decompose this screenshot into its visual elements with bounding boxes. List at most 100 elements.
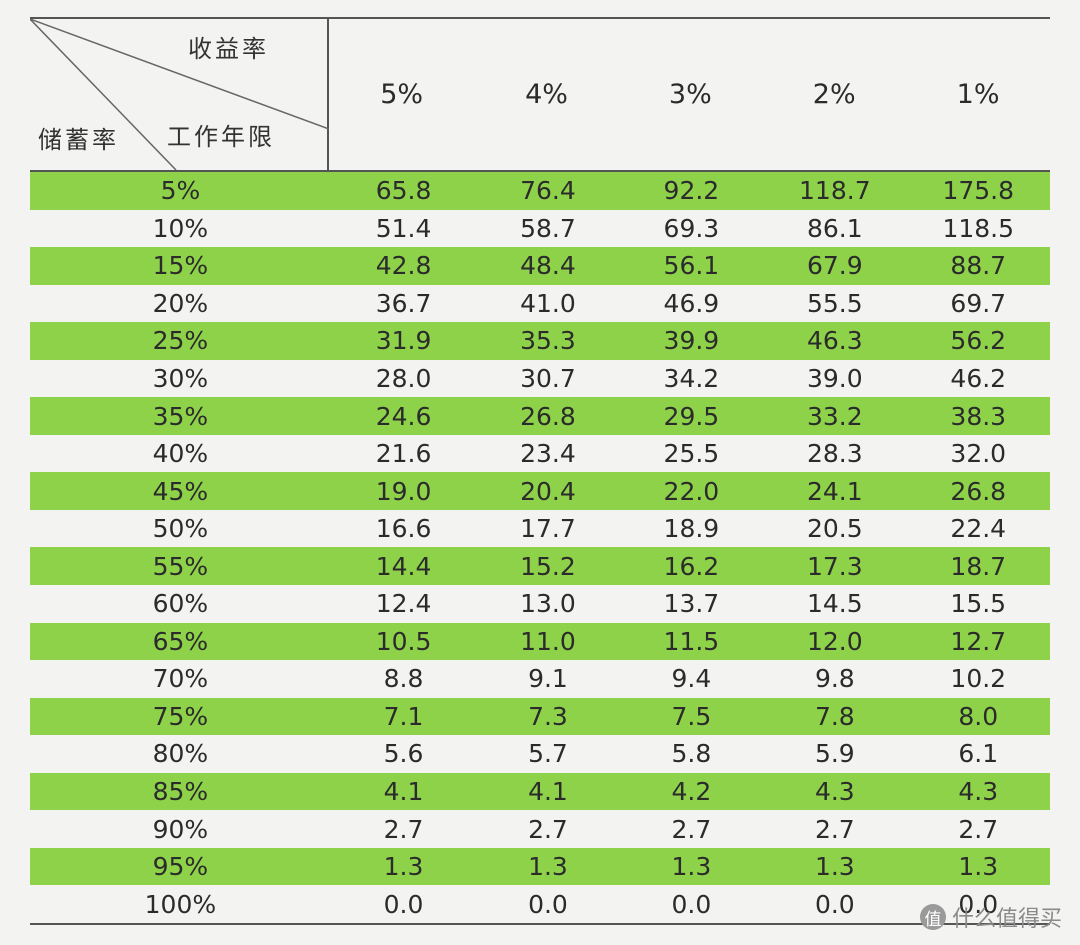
years-cell: 12.0 [806, 626, 863, 656]
years-cell: 0.0 [814, 889, 855, 919]
years-cell: 11.5 [663, 626, 720, 656]
years-cell: 7.3 [528, 701, 568, 731]
table-row: 15% 42.8 48.4 56.1 67.9 88.7 [30, 247, 1050, 285]
years-cell: 2.7 [671, 814, 712, 844]
header-row: 收益率 工作年限 储蓄率 5% 4% 3% 2% 1% [30, 19, 1050, 170]
years-cell: 46.9 [663, 288, 720, 318]
years-cell: 33.2 [806, 401, 863, 431]
years-cell: 58.7 [520, 213, 576, 243]
savings-rate-cell: 55% [152, 551, 209, 581]
years-cell: 22.4 [950, 514, 1007, 544]
table-row: 5% 65.8 76.4 92.2 118.7 175.8 [30, 172, 1050, 210]
years-cell: 4.1 [383, 777, 424, 807]
years-cell: 46.3 [806, 326, 863, 356]
header-rule [30, 170, 1050, 172]
years-cell: 7.1 [383, 701, 424, 731]
years-cell: 6.1 [958, 739, 999, 769]
years-cell: 65.8 [375, 176, 432, 206]
table-row: 50% 16.6 17.7 18.9 20.5 22.4 [30, 509, 1050, 548]
corner-cell: 收益率 工作年限 储蓄率 [30, 19, 329, 170]
years-cell: 48.4 [520, 251, 576, 281]
years-cell: 20.4 [520, 476, 576, 506]
savings-rate-cell: 65% [152, 626, 209, 656]
column-header: 3% [668, 79, 712, 110]
years-cell: 5.7 [528, 739, 568, 769]
years-cell: 9.1 [528, 664, 568, 694]
savings-rate-cell: 40% [152, 439, 209, 469]
table-row: 40% 21.6 23.4 25.5 28.3 32.0 [30, 434, 1050, 473]
savings-rate-cell: 45% [152, 476, 209, 506]
years-cell: 175.8 [942, 176, 1015, 206]
years-cell: 28.0 [375, 364, 432, 393]
savings-rate-cell: 30% [152, 364, 209, 393]
years-cell: 19.0 [375, 476, 432, 506]
years-cell: 42.8 [375, 251, 432, 281]
years-cell: 21.6 [375, 439, 432, 469]
savings-rate-cell: 50% [152, 514, 209, 544]
years-cell: 1.3 [814, 852, 855, 882]
savings-rate-cell: 60% [152, 589, 209, 619]
years-cell: 5.8 [671, 739, 712, 769]
table-row: 85% 4.1 4.1 4.2 4.3 4.3 [30, 772, 1050, 811]
years-cell: 2.7 [528, 814, 568, 844]
table-row: 75% 7.1 7.3 7.5 7.8 8.0 [30, 697, 1050, 736]
years-cell: 4.3 [814, 777, 855, 807]
years-cell: 25.5 [663, 439, 720, 469]
savings-rate-cell: 25% [152, 326, 209, 356]
savings-rate-cell: 95% [152, 852, 209, 882]
years-cell: 5.9 [814, 739, 855, 769]
savings-rate-cell: 80% [152, 739, 209, 769]
years-cell: 2.7 [814, 814, 855, 844]
table-row: 90% 2.7 2.7 2.7 2.7 2.7 [30, 810, 1050, 848]
years-cell: 0.0 [528, 889, 568, 919]
years-cell: 56.1 [663, 251, 720, 281]
years-cell: 24.1 [806, 476, 863, 506]
savings-rate-cell: 35% [152, 401, 209, 431]
watermark-badge-icon: 值 [919, 904, 946, 930]
table-row: 70% 8.8 9.1 9.4 9.8 10.2 [30, 660, 1050, 698]
years-cell: 4.1 [528, 777, 568, 807]
years-cell: 2.7 [958, 814, 999, 844]
years-cell: 22.0 [663, 476, 720, 506]
years-cell: 4.3 [958, 777, 999, 807]
years-cell: 41.0 [520, 288, 576, 318]
years-cell: 14.5 [806, 589, 863, 619]
years-cell: 26.8 [520, 401, 576, 431]
years-cell: 69.3 [663, 213, 720, 243]
years-cell: 30.7 [520, 364, 576, 393]
years-cell: 15.2 [520, 551, 576, 581]
savings-rate-cell: 15% [152, 251, 209, 281]
years-cell: 88.7 [950, 251, 1007, 281]
column-header: 1% [956, 79, 1000, 110]
years-cell: 1.3 [528, 852, 568, 882]
years-cell: 1.3 [958, 852, 999, 882]
years-cell: 1.3 [383, 852, 424, 882]
years-cell: 17.7 [520, 514, 576, 544]
savings-rate-cell: 100% [144, 889, 217, 919]
years-cell: 0.0 [958, 889, 999, 919]
years-cell: 0.0 [671, 889, 712, 919]
years-cell: 51.4 [375, 213, 432, 243]
savings-rate-cell: 75% [152, 701, 209, 731]
years-cell: 39.9 [663, 326, 720, 356]
years-cell: 14.4 [375, 551, 432, 581]
table-row: 65% 10.5 11.0 11.5 12.0 12.7 [30, 622, 1050, 661]
years-cell: 13.0 [520, 589, 576, 619]
years-cell: 39.0 [806, 364, 863, 393]
table-row: 35% 24.6 26.8 29.5 33.2 38.3 [30, 397, 1050, 435]
years-cell: 11.0 [520, 626, 576, 656]
table-row: 80% 5.6 5.7 5.8 5.9 6.1 [30, 735, 1050, 773]
years-cell: 16.6 [375, 514, 432, 544]
years-cell: 1.3 [671, 852, 712, 882]
years-cell: 7.5 [671, 701, 712, 731]
years-cell: 36.7 [375, 288, 432, 318]
years-cell: 118.7 [799, 176, 871, 206]
savings-rate-cell: 90% [152, 814, 209, 844]
years-cell: 8.8 [383, 664, 424, 694]
savings-rate-cell: 70% [152, 664, 209, 694]
years-cell: 10.5 [375, 626, 432, 656]
savings-rate-cell: 10% [152, 213, 209, 243]
years-cell: 67.9 [806, 251, 863, 281]
years-cell: 17.3 [806, 551, 863, 581]
table-row: 45% 19.0 20.4 22.0 24.1 26.8 [30, 472, 1050, 510]
